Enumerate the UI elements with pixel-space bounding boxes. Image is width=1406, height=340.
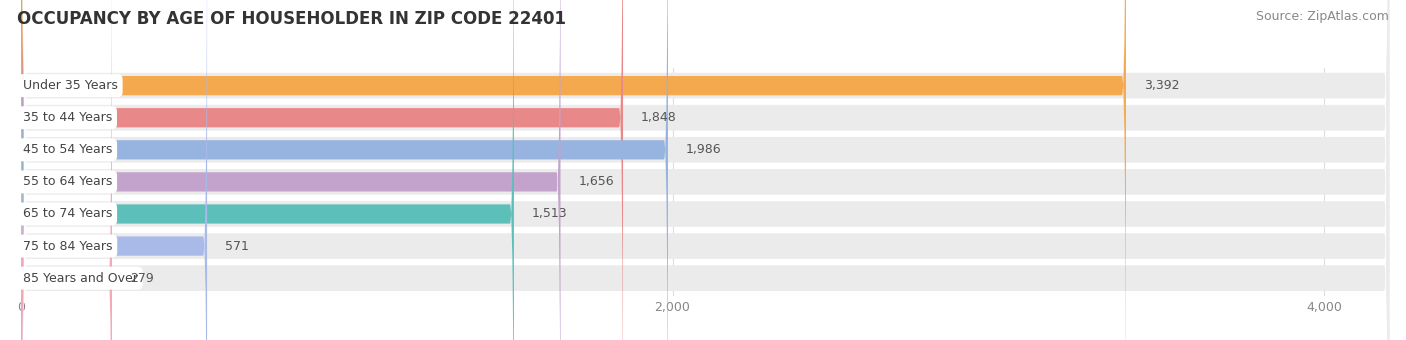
FancyBboxPatch shape xyxy=(21,0,1389,340)
Text: 35 to 44 Years: 35 to 44 Years xyxy=(22,111,112,124)
Text: 571: 571 xyxy=(225,240,249,253)
Text: 1,513: 1,513 xyxy=(531,207,568,220)
Text: 55 to 64 Years: 55 to 64 Years xyxy=(22,175,112,188)
Text: 1,848: 1,848 xyxy=(641,111,676,124)
FancyBboxPatch shape xyxy=(21,0,1389,340)
Text: Under 35 Years: Under 35 Years xyxy=(22,79,118,92)
FancyBboxPatch shape xyxy=(21,0,1389,340)
FancyBboxPatch shape xyxy=(21,0,112,340)
Text: OCCUPANCY BY AGE OF HOUSEHOLDER IN ZIP CODE 22401: OCCUPANCY BY AGE OF HOUSEHOLDER IN ZIP C… xyxy=(17,10,565,28)
Text: 1,656: 1,656 xyxy=(578,175,614,188)
FancyBboxPatch shape xyxy=(21,0,1126,340)
FancyBboxPatch shape xyxy=(21,0,668,340)
FancyBboxPatch shape xyxy=(21,0,561,340)
FancyBboxPatch shape xyxy=(21,0,1389,340)
Text: 45 to 54 Years: 45 to 54 Years xyxy=(22,143,112,156)
Text: Source: ZipAtlas.com: Source: ZipAtlas.com xyxy=(1256,10,1389,23)
Text: 65 to 74 Years: 65 to 74 Years xyxy=(22,207,112,220)
FancyBboxPatch shape xyxy=(21,0,515,340)
Text: 3,392: 3,392 xyxy=(1144,79,1180,92)
FancyBboxPatch shape xyxy=(21,0,207,340)
FancyBboxPatch shape xyxy=(21,0,623,340)
Text: 75 to 84 Years: 75 to 84 Years xyxy=(22,240,112,253)
Text: 85 Years and Over: 85 Years and Over xyxy=(22,272,138,285)
Text: 1,986: 1,986 xyxy=(686,143,721,156)
FancyBboxPatch shape xyxy=(21,0,1389,340)
FancyBboxPatch shape xyxy=(21,0,1389,340)
FancyBboxPatch shape xyxy=(21,0,1389,340)
Text: 279: 279 xyxy=(129,272,153,285)
